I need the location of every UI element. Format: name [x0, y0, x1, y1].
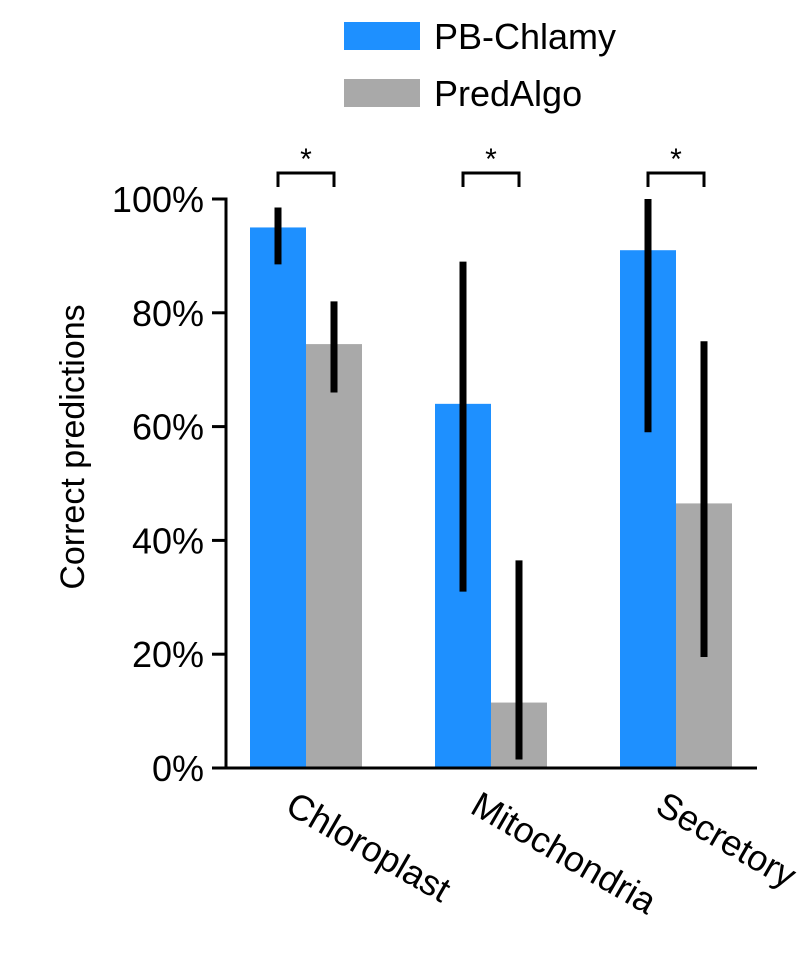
legend: PB-Chlamy PredAlgo [344, 16, 616, 114]
significance-bracket [276, 171, 336, 187]
legend-label: PredAlgo [434, 73, 582, 114]
category-label-secretory: Secretory [650, 783, 804, 896]
category-label-mitochondria: Mitochondria [465, 783, 665, 922]
y-tick-label: 40% [132, 520, 204, 561]
y-tick-label: 100% [112, 179, 204, 220]
legend-label: PB-Chlamy [434, 16, 616, 57]
y-axis-ticks: 0% 20% 40% 60% 80% 100% [112, 179, 226, 789]
bar-predalgo-chloroplast [306, 344, 362, 768]
significance-marker: * [300, 143, 312, 176]
significance-bracket [461, 171, 521, 187]
y-axis-title: Correct predictions [54, 304, 92, 589]
y-tick-label: 80% [132, 293, 204, 334]
y-tick-label: 60% [132, 407, 204, 448]
legend-swatch-pb-chlamy [344, 22, 420, 50]
y-tick-label: 20% [132, 634, 204, 675]
legend-swatch-predalgo [344, 79, 420, 107]
category-label-chloroplast: Chloroplast [280, 783, 458, 910]
bar-pb-chlamy-chloroplast [250, 227, 306, 768]
significance-bracket [646, 171, 706, 187]
significance-marker: * [485, 143, 497, 176]
y-tick-label: 0% [152, 748, 204, 789]
significance-marker: * [670, 143, 682, 176]
plot-area: * * * [250, 143, 732, 768]
